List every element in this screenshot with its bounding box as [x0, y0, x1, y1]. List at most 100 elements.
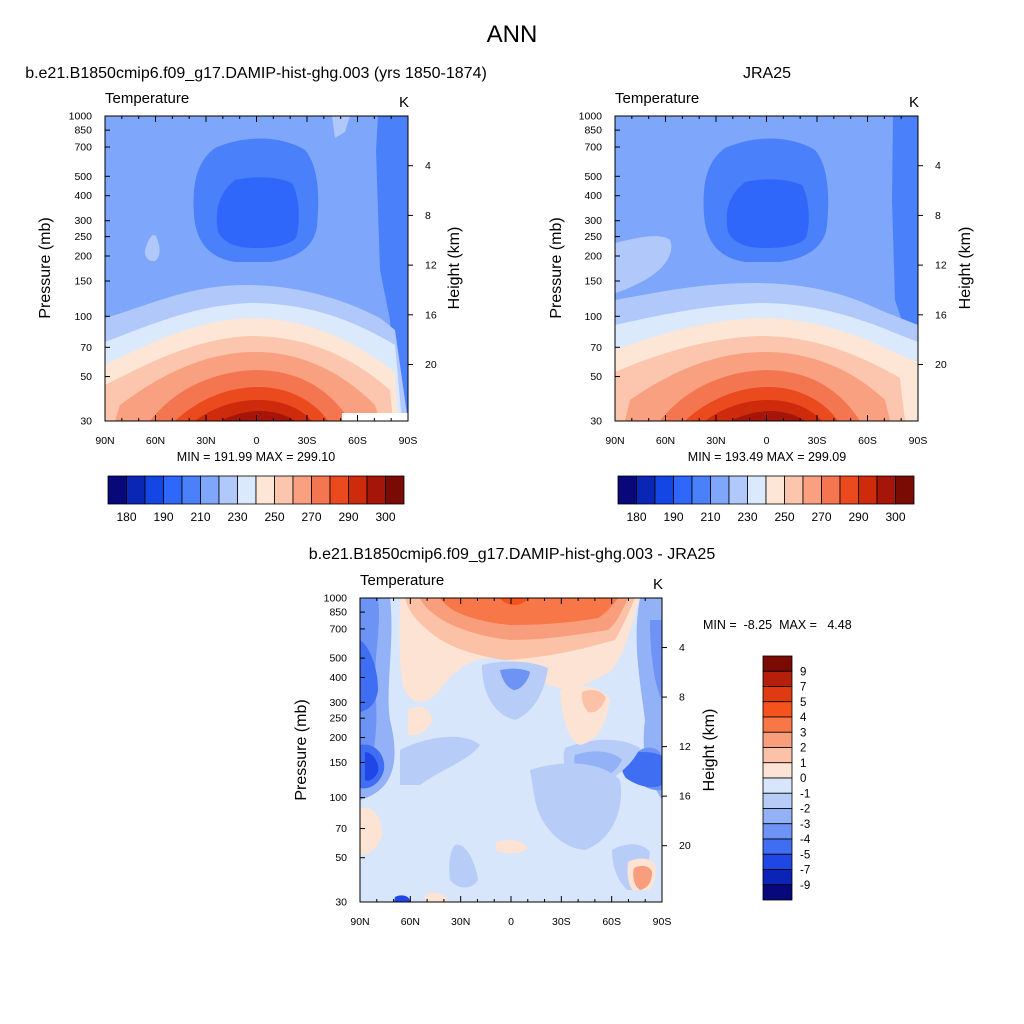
colorbar-swatch [107, 475, 127, 505]
colorbar-swatch [762, 838, 793, 855]
colorbar-label: 290 [338, 510, 358, 524]
y-tick-label: 70 [335, 823, 347, 835]
y-tick-label: 400 [584, 190, 602, 202]
x-tick-label: 30N [706, 435, 725, 447]
panel-difference: b.e21.B1850cmip6.f09_g17.DAMIP-hist-ghg.… [293, 546, 852, 928]
colorbar-swatch [762, 686, 793, 703]
colorbar-swatch [163, 475, 183, 505]
x-tick-label: 30N [196, 435, 215, 447]
contour-band [332, 116, 350, 138]
y-tick-label: 500 [329, 653, 347, 665]
y-axis-right-label: Height (km) [701, 709, 718, 792]
colorbar-label: 1 [800, 758, 806, 770]
y-tick-label: 250 [329, 713, 347, 725]
y-axis-label: Pressure (mb) [37, 217, 54, 318]
y-tick-label: 850 [74, 125, 92, 137]
subtitle-variable: Temperature [615, 90, 699, 107]
colorbar-swatch [710, 475, 730, 505]
contour-band [408, 706, 432, 736]
y-tick-label: 70 [80, 342, 92, 354]
height-tick-label: 8 [425, 210, 431, 222]
x-tick-label: 60S [602, 916, 621, 928]
subtitle-variable: Temperature [105, 90, 189, 107]
y-tick-label: 300 [329, 697, 347, 709]
contour-band [425, 892, 448, 902]
colorbar-swatch [762, 792, 793, 809]
y-tick-label: 400 [74, 190, 92, 202]
y-axis-right-label: Height (km) [446, 227, 463, 310]
colorbar-label: -9 [800, 880, 810, 892]
colorbar-swatch [784, 475, 804, 505]
colorbar-swatch [691, 475, 711, 505]
x-tick-label: 90S [399, 435, 418, 447]
y-axis-right-label: Height (km) [957, 227, 974, 310]
colorbar-swatch [762, 823, 793, 840]
height-tick-label: 20 [935, 359, 947, 371]
y-tick-label: 50 [590, 371, 602, 383]
colorbar-label: 250 [264, 510, 284, 524]
subtitle-units: K [399, 94, 409, 111]
colorbar-label: -3 [800, 819, 810, 831]
panel-title: b.e21.B1850cmip6.f09_g17.DAMIP-hist-ghg.… [309, 546, 716, 563]
height-tick-label: 8 [679, 692, 685, 704]
subtitle-units: K [653, 576, 663, 593]
x-tick-label: 90N [95, 435, 114, 447]
colorbar-swatch [762, 747, 793, 764]
contour-band [216, 177, 299, 248]
y-tick-label: 700 [74, 142, 92, 154]
x-tick-label: 90N [350, 916, 369, 928]
y-tick-label: 500 [584, 171, 602, 183]
y-tick-label: 150 [74, 276, 92, 288]
colorbar-label: 270 [301, 510, 321, 524]
y-tick-label: 50 [335, 852, 347, 864]
panel-title: JRA25 [743, 65, 791, 82]
y-tick-label: 200 [329, 732, 347, 744]
colorbar-label: 180 [116, 510, 136, 524]
colorbar-label: 190 [663, 510, 683, 524]
colorbar-swatch [876, 475, 896, 505]
x-tick-label: 60N [401, 916, 420, 928]
colorbar-swatch [636, 475, 656, 505]
colorbar-swatch [762, 869, 793, 886]
y-tick-label: 50 [80, 371, 92, 383]
x-tick-label: 90S [653, 916, 672, 928]
colorbar-swatch [144, 475, 164, 505]
y-tick-label: 100 [74, 311, 92, 323]
y-tick-label: 100 [329, 792, 347, 804]
x-tick-label: 30S [552, 916, 571, 928]
x-tick-label: 30S [808, 435, 827, 447]
colorbar-swatch [839, 475, 859, 505]
colorbar-swatch [200, 475, 220, 505]
height-tick-label: 4 [679, 642, 685, 654]
colorbar-label: 0 [800, 773, 806, 785]
colorbar-swatch [311, 475, 331, 505]
contour-band [376, 116, 408, 421]
contour-band [365, 752, 379, 781]
colorbar-swatch [181, 475, 201, 505]
x-tick-label: 60S [348, 435, 367, 447]
colorbar-label: -5 [800, 849, 810, 861]
colorbar-label: 230 [737, 510, 757, 524]
y-tick-label: 1000 [324, 593, 348, 605]
colorbar-swatch [762, 777, 793, 794]
contour-field [615, 116, 918, 421]
colorbar-swatch [762, 808, 793, 825]
colorbar-label: 4 [800, 712, 807, 724]
colorbar-swatch [821, 475, 841, 505]
colorbar-swatch [329, 475, 349, 505]
colorbar-swatch [274, 475, 294, 505]
x-tick-label: 60S [858, 435, 877, 447]
contour-band [615, 236, 672, 293]
colorbar-swatch [762, 884, 793, 901]
colorbar-swatch [802, 475, 822, 505]
contour-band [892, 116, 918, 330]
colorbar-swatch [762, 655, 793, 672]
colorbar-label: 3 [800, 727, 806, 739]
height-tick-label: 4 [935, 160, 941, 172]
subtitle-units: K [909, 94, 919, 111]
contour-band [500, 668, 530, 690]
x-tick-label: 60N [146, 435, 165, 447]
min-max-stats: MIN = 191.99 MAX = 299.10 [177, 450, 335, 464]
y-tick-label: 700 [584, 142, 602, 154]
x-tick-label: 0 [254, 435, 260, 447]
